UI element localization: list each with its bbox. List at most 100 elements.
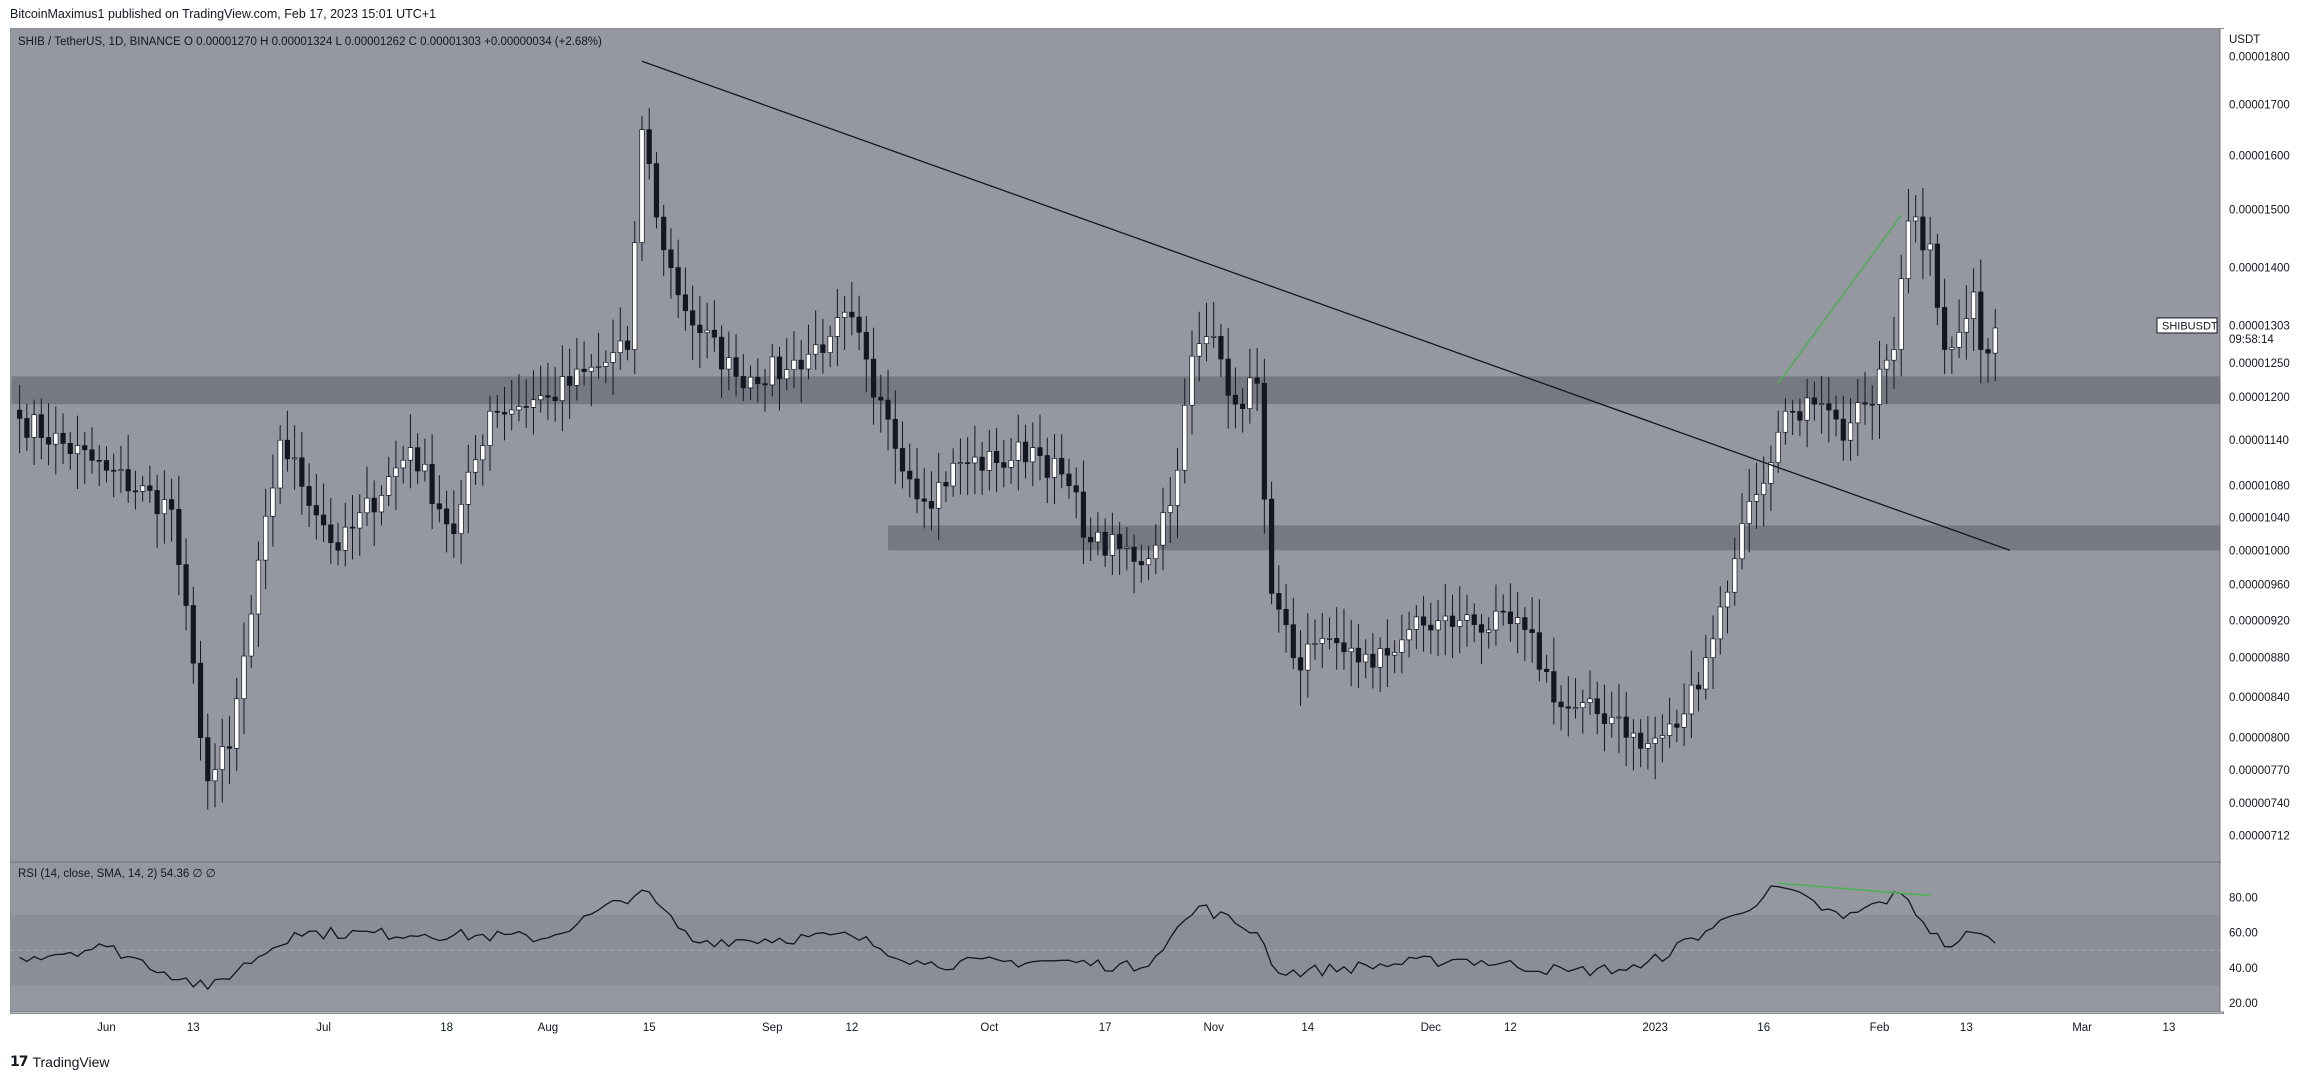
candle[interactable] — [1370, 633, 1376, 689]
descending-trendline[interactable] — [641, 60, 2010, 551]
candle[interactable] — [415, 433, 421, 485]
candle[interactable] — [1739, 492, 1745, 570]
candle[interactable] — [422, 438, 428, 482]
candle[interactable] — [1211, 301, 1217, 348]
candle[interactable] — [776, 346, 783, 411]
candle[interactable] — [1174, 448, 1181, 539]
candle[interactable] — [1992, 308, 1998, 382]
candle[interactable] — [1428, 602, 1434, 655]
candle[interactable] — [60, 413, 66, 465]
candle[interactable] — [1218, 323, 1224, 378]
candle[interactable] — [1276, 565, 1282, 633]
candle[interactable] — [1840, 395, 1846, 461]
candle[interactable] — [1543, 654, 1550, 683]
candle[interactable] — [827, 325, 833, 368]
symbol-ohlc-bar[interactable]: SHIB / TetherUS, 1D, BINANCE O 0.0000127… — [18, 36, 602, 48]
candle[interactable] — [1059, 434, 1065, 489]
candle[interactable] — [1051, 434, 1058, 504]
candle[interactable] — [1305, 613, 1311, 698]
candle[interactable] — [842, 296, 848, 350]
candle[interactable] — [1732, 537, 1738, 606]
candle[interactable] — [805, 324, 812, 380]
candle[interactable] — [870, 327, 877, 425]
candle[interactable] — [1558, 685, 1564, 731]
candle[interactable] — [1818, 376, 1825, 434]
candle[interactable] — [885, 369, 891, 451]
candle[interactable] — [1587, 670, 1593, 716]
candle[interactable] — [320, 483, 327, 542]
candle[interactable] — [1623, 691, 1629, 767]
candle[interactable] — [1008, 437, 1014, 484]
candle[interactable] — [509, 379, 515, 431]
candle[interactable] — [1406, 611, 1412, 658]
candle[interactable] — [914, 447, 920, 514]
candle[interactable] — [972, 425, 978, 495]
candle[interactable] — [957, 438, 964, 495]
candle[interactable] — [1073, 467, 1079, 519]
candle[interactable] — [299, 432, 305, 515]
candle[interactable] — [769, 343, 775, 397]
candle[interactable] — [755, 358, 761, 403]
candle[interactable] — [38, 398, 44, 460]
candle[interactable] — [1348, 619, 1354, 687]
candle[interactable] — [205, 713, 211, 810]
candle[interactable] — [646, 107, 652, 180]
candle[interactable] — [1703, 635, 1709, 700]
candle[interactable] — [17, 385, 23, 454]
candle[interactable] — [1724, 580, 1731, 634]
candle[interactable] — [899, 421, 906, 489]
candle[interactable] — [125, 435, 131, 503]
candle[interactable] — [277, 425, 283, 505]
candle[interactable] — [1862, 371, 1868, 425]
candle[interactable] — [1638, 719, 1644, 768]
candle[interactable] — [603, 350, 609, 384]
candle[interactable] — [147, 465, 153, 503]
candle[interactable] — [1920, 187, 1926, 280]
candle[interactable] — [1449, 594, 1456, 659]
candle[interactable] — [190, 586, 196, 684]
candle[interactable] — [342, 502, 348, 567]
candle[interactable] — [668, 228, 674, 299]
candle[interactable] — [1652, 716, 1658, 780]
candle[interactable] — [219, 718, 225, 803]
candle[interactable] — [24, 403, 30, 451]
candle[interactable] — [465, 444, 471, 534]
candle[interactable] — [67, 431, 73, 470]
candle[interactable] — [1435, 599, 1441, 657]
candle[interactable] — [1160, 487, 1166, 571]
candle[interactable] — [610, 319, 616, 395]
candle[interactable] — [1413, 604, 1419, 650]
candle[interactable] — [1616, 684, 1622, 754]
candle[interactable] — [950, 448, 956, 497]
candle[interactable] — [1768, 445, 1774, 511]
candle[interactable] — [1529, 597, 1535, 663]
candle[interactable] — [1240, 388, 1246, 433]
candle[interactable] — [1457, 586, 1463, 654]
candle[interactable] — [1030, 422, 1036, 487]
candle[interactable] — [907, 443, 913, 498]
candle[interactable] — [1015, 414, 1021, 491]
candle[interactable] — [1088, 517, 1094, 561]
candle[interactable] — [241, 622, 247, 735]
candle[interactable] — [1847, 398, 1854, 461]
candle[interactable] — [1667, 697, 1673, 749]
candle[interactable] — [863, 315, 869, 393]
candle[interactable] — [690, 285, 696, 361]
candle[interactable] — [1442, 583, 1448, 656]
candle[interactable] — [1109, 512, 1115, 576]
candle[interactable] — [1478, 613, 1485, 665]
candle[interactable] — [234, 677, 240, 771]
candle[interactable] — [762, 368, 768, 412]
candle[interactable] — [1536, 599, 1542, 682]
candle[interactable] — [632, 220, 638, 375]
candle[interactable] — [567, 348, 573, 420]
candle[interactable] — [1225, 327, 1231, 429]
candle[interactable] — [96, 445, 102, 487]
candle[interactable] — [1167, 476, 1173, 543]
candle[interactable] — [1319, 612, 1325, 669]
candle[interactable] — [813, 310, 819, 370]
candle[interactable] — [487, 395, 493, 471]
candle[interactable] — [284, 410, 290, 472]
candle[interactable] — [1869, 385, 1875, 440]
